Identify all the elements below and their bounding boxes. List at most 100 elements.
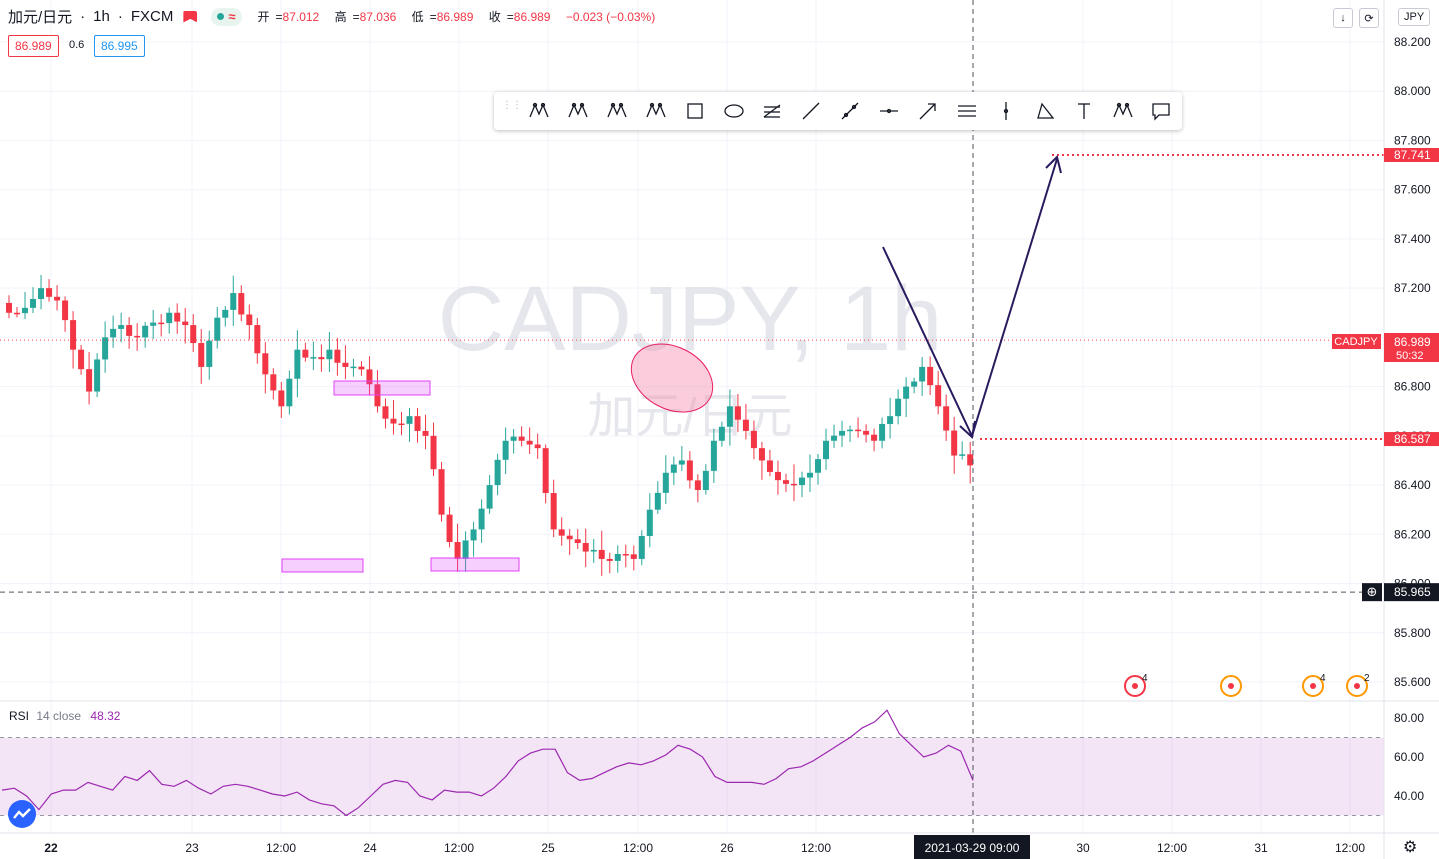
- candle-body: [190, 325, 197, 344]
- time-tick-label: 31: [1254, 841, 1268, 855]
- event-badge-icon[interactable]: 4: [1124, 673, 1148, 697]
- candle-body: [566, 535, 573, 540]
- candle-body: [718, 426, 725, 441]
- arrow-icon[interactable]: [915, 98, 941, 124]
- rsi-value: 48.32: [90, 709, 121, 723]
- vertical-line-icon[interactable]: [993, 98, 1019, 124]
- price-tick-label: 87.600: [1394, 183, 1431, 197]
- xabcd-icon[interactable]: [526, 98, 552, 124]
- symbol-title[interactable]: 加元/日元: [8, 9, 73, 26]
- fib-icon[interactable]: [759, 98, 785, 124]
- price-tick-label: 86.400: [1394, 478, 1431, 492]
- sell-price-button[interactable]: 86.989: [8, 35, 59, 57]
- settings-gear-icon[interactable]: ⚙: [1403, 839, 1418, 856]
- arrowhead-down: [959, 420, 976, 439]
- highlight-rectangle[interactable]: [333, 380, 431, 396]
- candle-body: [382, 406, 389, 419]
- currency-button[interactable]: JPY: [1398, 8, 1431, 26]
- candle-body: [462, 540, 469, 559]
- candle-body: [782, 480, 789, 484]
- tradingview-logo-icon[interactable]: [8, 800, 36, 828]
- crosshair-price-label-bg: [1384, 583, 1439, 602]
- ellipse-icon[interactable]: [721, 98, 747, 124]
- abcd-icon[interactable]: [604, 98, 630, 124]
- candle-body: [86, 369, 93, 392]
- candle-body: [118, 325, 125, 329]
- candle-body: [959, 454, 966, 456]
- candle-body: [574, 539, 581, 544]
- candle-body: [654, 492, 661, 510]
- grip-handle-icon[interactable]: ⋮⋮: [502, 100, 522, 111]
- candle-body: [214, 317, 221, 341]
- symbol-tag: CADJPY: [1334, 336, 1378, 348]
- candle-body: [406, 416, 413, 424]
- candle-body: [662, 472, 669, 493]
- event-badge-icon[interactable]: 2: [1346, 673, 1370, 697]
- ohlc-low: 低 =86.989: [411, 10, 474, 24]
- candle-body: [734, 406, 741, 420]
- candle-body: [198, 343, 205, 367]
- triangle-icon[interactable]: [1032, 98, 1058, 124]
- interval-label[interactable]: 1h: [93, 8, 110, 25]
- ohlc-change: −0.023 (−0.03%): [565, 10, 656, 24]
- market-status-pill[interactable]: ≈: [211, 7, 242, 26]
- parallel-channel-icon[interactable]: [954, 98, 980, 124]
- arrow-down-icon[interactable]: ↓: [1333, 8, 1353, 28]
- highlight-rectangle[interactable]: [430, 557, 520, 572]
- text-icon[interactable]: [1071, 98, 1097, 124]
- candle-body: [430, 435, 437, 470]
- candle-body: [390, 418, 397, 424]
- event-badge-icon[interactable]: 4: [1302, 673, 1326, 697]
- add-alert-button[interactable]: [1362, 583, 1382, 602]
- refresh-icon[interactable]: ⟳: [1359, 8, 1379, 28]
- candle-body: [774, 471, 781, 481]
- time-tick-label: 12:00: [623, 841, 653, 855]
- candle-body: [815, 459, 822, 473]
- time-tick-label: 26: [720, 841, 734, 855]
- candle-body: [246, 314, 253, 326]
- candle-body: [6, 302, 12, 313]
- buy-price-button[interactable]: 86.995: [94, 35, 145, 57]
- cypher-icon[interactable]: [565, 98, 591, 124]
- candle-body: [102, 337, 109, 360]
- candle-body: [790, 483, 797, 486]
- candle-body: [758, 448, 765, 461]
- drawing-toolbar: ⋮⋮: [494, 92, 1182, 130]
- event-badge-icon[interactable]: [1220, 675, 1242, 697]
- price-tick-label: 86.200: [1394, 527, 1431, 541]
- highlight-rectangle[interactable]: [281, 558, 364, 573]
- callout-icon[interactable]: [1148, 98, 1174, 124]
- time-tick-label: 12:00: [1157, 841, 1187, 855]
- crosshair-price-label: 85.965: [1394, 585, 1431, 599]
- price-tick-label: 87.200: [1394, 281, 1431, 295]
- candle-body: [134, 335, 141, 338]
- drawings[interactable]: 4 4 2: [0, 0, 1384, 833]
- rectangle-icon[interactable]: [682, 98, 708, 124]
- candle-body: [470, 529, 477, 541]
- event-badge-dot: [1228, 683, 1234, 689]
- trendline-icon[interactable]: [798, 98, 824, 124]
- head-shoulders-icon[interactable]: [1110, 98, 1136, 124]
- elliott-icon[interactable]: [643, 98, 669, 124]
- flag-icon[interactable]: [183, 10, 198, 23]
- candle-body: [414, 416, 421, 431]
- rsi-name[interactable]: RSI: [9, 709, 30, 723]
- candle-body: [919, 366, 926, 382]
- ohlc-values: 开 =87.012 高 =87.036 低 =86.989 收 =86.989 −0.0…: [258, 8, 662, 25]
- rsi-band: [0, 737, 1384, 816]
- candle-body: [638, 536, 645, 559]
- candle-body: [951, 430, 958, 456]
- highlight-ellipse[interactable]: [619, 330, 724, 425]
- header-separator: ·: [80, 8, 86, 25]
- arrowhead-up: [1045, 155, 1062, 174]
- candle-body: [726, 406, 733, 427]
- time-tick-label: 12:00: [266, 841, 296, 855]
- plus-icon[interactable]: ⊕: [1367, 584, 1378, 599]
- horizontal-line-icon[interactable]: [876, 98, 902, 124]
- candle-body: [326, 349, 333, 360]
- ray-icon[interactable]: [837, 98, 863, 124]
- candle-body: [935, 385, 942, 407]
- time-tick-label: 12:00: [444, 841, 474, 855]
